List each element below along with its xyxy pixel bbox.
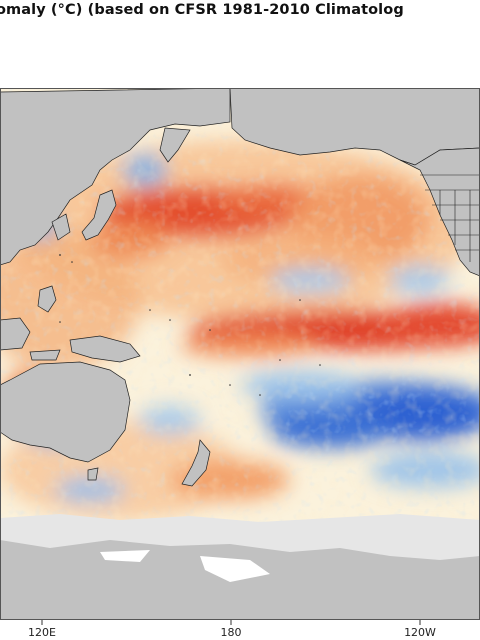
x-tick-label-180: 180 [220, 626, 242, 639]
x-tick-label-120w: 120W [404, 626, 436, 639]
political-borders [420, 174, 480, 262]
land [0, 88, 480, 487]
map-title-text: omaly (°C) (based on CFSR 1981-2010 Clim… [0, 2, 404, 18]
map-frame [0, 88, 480, 620]
kamchatka [159, 127, 191, 163]
asia [0, 88, 231, 266]
new-zealand [181, 439, 211, 487]
philippines [37, 285, 57, 313]
x-tick-marks [41, 620, 421, 625]
japan [81, 189, 117, 241]
x-tick-label-120e: 120E [28, 626, 56, 639]
borneo [0, 317, 31, 351]
new-guinea [69, 335, 141, 363]
australia [0, 361, 131, 463]
islands [59, 254, 321, 396]
